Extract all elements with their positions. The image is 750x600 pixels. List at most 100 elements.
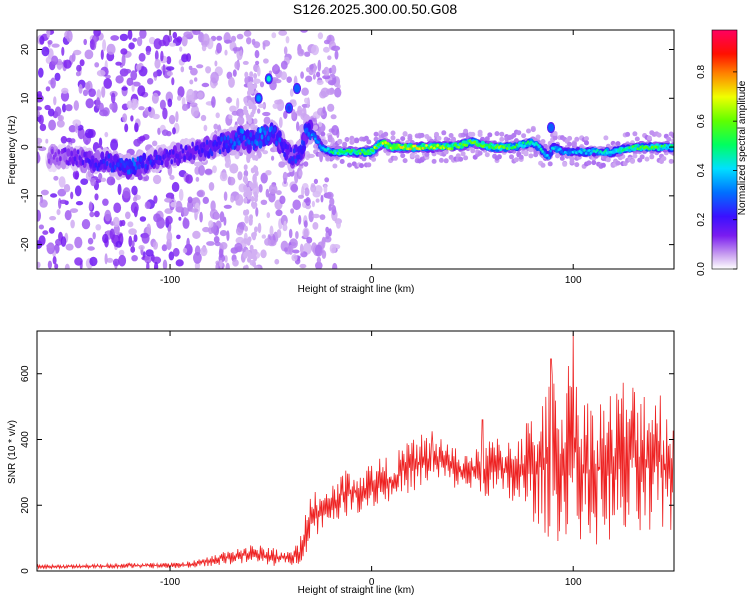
spectrogram-ridge-cell	[133, 161, 136, 167]
spectrogram-noise-cell	[128, 42, 135, 50]
spectrogram-noise-cell	[521, 133, 527, 139]
spectrogram-noise-cell	[325, 155, 331, 160]
spectrogram-noise-cell	[288, 228, 293, 239]
spectrogram-noise-cell	[126, 77, 134, 87]
spectrogram-ridge-cell	[665, 144, 668, 147]
spectrogram-noise-cell	[323, 184, 328, 194]
spectrogram-ridge-cell	[107, 153, 111, 159]
spectrogram-noise-cell	[265, 170, 272, 176]
spectrogram-noise-cell	[366, 162, 372, 168]
spectrogram-noise-cell	[37, 209, 41, 222]
spectrogram-noise-cell	[296, 121, 300, 132]
spectrogram-noise-cell	[219, 211, 225, 223]
spectrogram-noise-cell	[56, 209, 61, 216]
spectrogram-ridge-cell	[172, 149, 175, 155]
spectrogram-feature	[266, 76, 271, 82]
spectrogram-noise-cell	[283, 110, 288, 119]
spectrogram-noise-cell	[225, 262, 230, 269]
spectrogram-ridge-cell	[189, 153, 193, 159]
spectrogram-noise-cell	[141, 232, 150, 244]
spectrogram-noise-cell	[190, 102, 198, 108]
spectrogram-noise-cell	[37, 110, 41, 118]
spectrogram-noise-cell	[189, 79, 194, 85]
spectrogram-noise-cell	[166, 231, 173, 243]
spectrogram-ridge-cell	[367, 149, 370, 152]
spectrogram-noise-cell	[69, 208, 79, 214]
spectrogram-noise-cell	[153, 38, 162, 50]
spectrogram-noise-cell	[213, 212, 220, 220]
spectrogram-noise-cell	[152, 140, 158, 147]
spectrogram-noise-cell	[57, 114, 64, 122]
spectrogram-noise-cell	[494, 131, 500, 137]
spectrogram-ridge-cell	[233, 141, 236, 147]
spectrogram-noise-cell	[615, 141, 621, 147]
spectrogram-ridge-cell	[583, 148, 586, 152]
colorbar-gradient	[711, 29, 738, 270]
spectrogram-noise-cell	[535, 134, 541, 140]
spectrogram-noise-cell	[234, 60, 241, 70]
spectrogram-ridge-cell	[241, 128, 244, 134]
spectrogram-ridge-cell	[204, 152, 207, 158]
spectrogram-noise-cell	[279, 195, 286, 205]
spectrogram-ridge-cell	[63, 147, 67, 153]
spectrogram-feature	[287, 105, 291, 111]
spectrogram-noise-cell	[297, 48, 305, 57]
spectrogram-ridge-cell	[318, 144, 322, 147]
spectrogram-noise-cell	[102, 39, 107, 52]
spectrogram-noise-cell	[89, 38, 95, 50]
spectrogram-noise-cell	[366, 139, 372, 145]
spectrogram-noise-cell	[63, 59, 72, 69]
spectrogram-noise-cell	[518, 154, 524, 160]
spectrogram-noise-cell	[484, 136, 490, 142]
spectrogram-noise-cell	[88, 88, 96, 97]
spectrogram-noise-cell	[234, 242, 243, 252]
spectrogram-noise-cell	[96, 69, 106, 77]
spectrogram-noise-cell	[238, 221, 246, 230]
spectrogram-ridge-cell	[309, 135, 312, 141]
spectrogram-noise-cell	[115, 75, 124, 84]
spectrogram-ridge-cell	[55, 157, 59, 163]
spectrogram-noise-cell	[145, 45, 152, 54]
spectrogram-noise-cell	[246, 115, 251, 122]
spectrogram-ridge-cell	[454, 143, 457, 147]
spectrogram-noise-cell	[297, 194, 305, 199]
spectrogram-noise-cell	[162, 64, 166, 76]
spectrogram-noise-cell	[82, 89, 89, 97]
spectrogram-ridge-cell	[331, 151, 335, 155]
spectrogram-ridge-cell	[147, 156, 151, 162]
spectrogram-noise-cell	[131, 84, 135, 92]
spectrogram-ridge-cell	[136, 156, 140, 162]
spectrogram-noise-cell	[223, 191, 228, 201]
spectrogram-ridge-cell	[184, 145, 188, 151]
spectrogram-noise-cell	[470, 131, 476, 137]
spectrogram-noise-cell	[113, 202, 122, 214]
spectrogram-noise-cell	[304, 187, 310, 197]
colorbar: 0.0 0.2 0.4 0.6 0.8 Normalized spectral ampl…	[696, 29, 748, 276]
spectrogram-ridge-cell	[159, 155, 162, 161]
spectrogram-noise-cell	[175, 111, 179, 123]
spectrogram-noise-cell	[530, 127, 536, 133]
spectrogram-noise-cell	[224, 39, 233, 44]
spectrogram-noise-cell	[74, 185, 82, 197]
spectrogram-noise-cell	[48, 227, 55, 234]
spectrogram-noise-cell	[202, 33, 210, 46]
spectrogram-noise-cell	[126, 100, 133, 109]
spectrogram-noise-cell	[262, 42, 266, 50]
spectrogram-noise-cell	[176, 36, 183, 43]
spectrogram-ridge-cell	[507, 143, 511, 147]
spectrogram-noise-cell	[431, 158, 437, 164]
spectrogram-noise-cell	[253, 255, 257, 262]
spectrogram-noise-cell	[242, 265, 247, 269]
spectrogram-ridge-cell	[326, 147, 330, 151]
spectrogram-noise-cell	[254, 50, 260, 59]
spectrogram-noise-cell	[152, 256, 162, 264]
spectrogram-ridge-cell	[181, 148, 185, 154]
spectrogram-noise-cell	[299, 243, 304, 254]
spectrogram-noise-cell	[41, 46, 50, 57]
spectrogram-ridge-cell	[225, 142, 228, 149]
spectrogram-ridge-cell	[238, 140, 241, 146]
spectrogram-noise-cell	[225, 97, 233, 104]
spectrogram-noise-cell	[109, 103, 114, 110]
spectrogram-noise-cell	[104, 209, 112, 222]
spectrogram-noise-cell	[342, 141, 348, 147]
